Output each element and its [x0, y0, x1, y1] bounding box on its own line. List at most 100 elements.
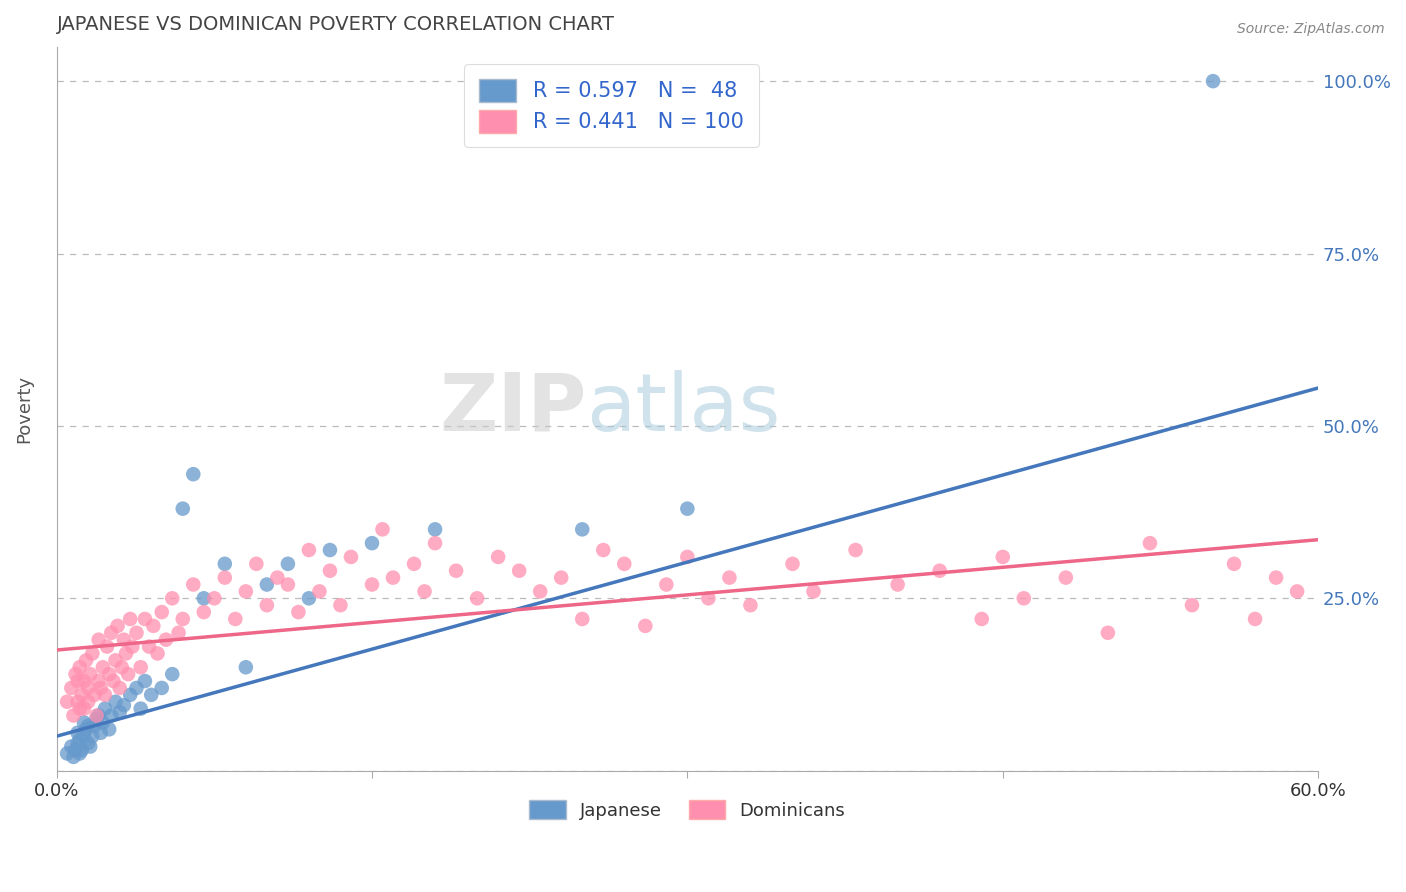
Point	[782, 557, 804, 571]
Point	[65, 743, 87, 757]
Point	[98, 723, 121, 737]
Point	[382, 571, 405, 585]
Point	[66, 725, 89, 739]
Point	[62, 708, 84, 723]
Point	[202, 591, 225, 606]
Point	[676, 549, 699, 564]
Point	[172, 612, 194, 626]
Point	[115, 647, 138, 661]
Point	[90, 681, 112, 695]
Point	[319, 564, 342, 578]
Point	[676, 501, 699, 516]
Point	[740, 598, 762, 612]
Point	[371, 522, 394, 536]
Point	[82, 729, 104, 743]
Point	[340, 549, 363, 564]
Point	[928, 564, 950, 578]
Point	[75, 723, 97, 737]
Point	[62, 750, 84, 764]
Point	[66, 695, 89, 709]
Text: ZIP: ZIP	[439, 369, 586, 448]
Point	[69, 660, 91, 674]
Point	[329, 598, 352, 612]
Point	[308, 584, 330, 599]
Point	[172, 501, 194, 516]
Point	[167, 625, 190, 640]
Point	[134, 674, 156, 689]
Point	[60, 681, 83, 695]
Point	[86, 708, 108, 723]
Point	[108, 705, 131, 719]
Point	[413, 584, 436, 599]
Point	[108, 681, 131, 695]
Point	[121, 640, 143, 654]
Text: Source: ZipAtlas.com: Source: ZipAtlas.com	[1237, 22, 1385, 37]
Point	[287, 605, 309, 619]
Point	[150, 605, 173, 619]
Point	[60, 739, 83, 754]
Point	[73, 674, 96, 689]
Point	[70, 688, 93, 702]
Point	[125, 625, 148, 640]
Point	[112, 632, 135, 647]
Point	[550, 571, 572, 585]
Point	[162, 591, 184, 606]
Point	[82, 647, 104, 661]
Point	[87, 674, 110, 689]
Y-axis label: Poverty: Poverty	[15, 375, 32, 442]
Point	[1054, 571, 1077, 585]
Point	[104, 653, 127, 667]
Point	[75, 653, 97, 667]
Point	[444, 564, 467, 578]
Point	[125, 681, 148, 695]
Point	[100, 708, 122, 723]
Point	[146, 647, 169, 661]
Point	[508, 564, 530, 578]
Point	[214, 557, 236, 571]
Point	[319, 543, 342, 558]
Point	[571, 522, 593, 536]
Point	[138, 640, 160, 654]
Point	[266, 571, 288, 585]
Point	[181, 577, 204, 591]
Point	[103, 674, 125, 689]
Point	[298, 543, 321, 558]
Point	[277, 557, 299, 571]
Point	[193, 591, 215, 606]
Point	[56, 747, 79, 761]
Point	[142, 619, 165, 633]
Point	[94, 688, 117, 702]
Point	[107, 619, 129, 633]
Point	[91, 715, 114, 730]
Point	[181, 467, 204, 482]
Point	[129, 660, 152, 674]
Point	[129, 701, 152, 715]
Point	[571, 612, 593, 626]
Point	[402, 557, 425, 571]
Point	[1012, 591, 1035, 606]
Point	[65, 667, 87, 681]
Point	[120, 612, 142, 626]
Point	[155, 632, 177, 647]
Point	[77, 719, 100, 733]
Point	[77, 695, 100, 709]
Point	[423, 536, 446, 550]
Point	[66, 674, 89, 689]
Point	[87, 708, 110, 723]
Point	[94, 701, 117, 715]
Point	[1202, 74, 1225, 88]
Point	[1286, 584, 1309, 599]
Point	[224, 612, 246, 626]
Point	[361, 536, 384, 550]
Point	[214, 571, 236, 585]
Point	[1139, 536, 1161, 550]
Point	[77, 681, 100, 695]
Point	[117, 667, 139, 681]
Point	[98, 667, 121, 681]
Point	[1244, 612, 1267, 626]
Point	[256, 598, 278, 612]
Point	[111, 660, 134, 674]
Point	[718, 571, 741, 585]
Point	[1265, 571, 1288, 585]
Point	[112, 698, 135, 713]
